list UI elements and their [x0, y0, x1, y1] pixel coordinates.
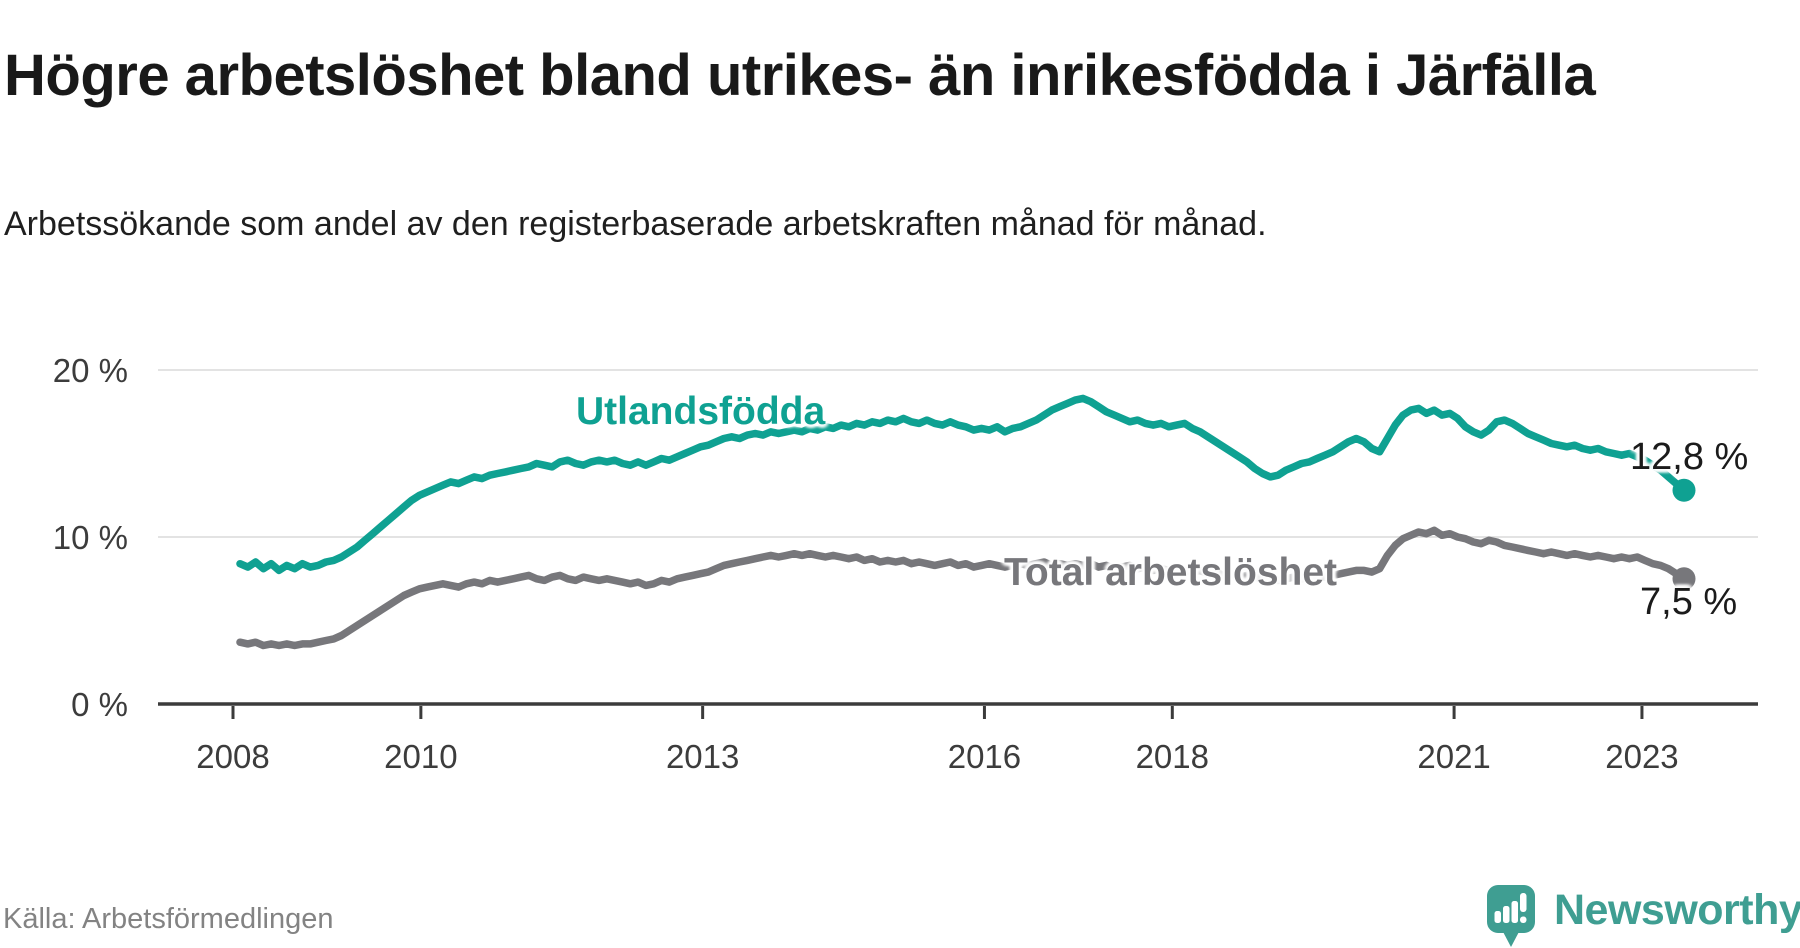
y-tick-label-20: 20 %: [53, 352, 128, 389]
series-line-total: [236, 526, 1688, 650]
y-tick-label-0: 0 %: [71, 686, 128, 723]
series-line-utlandsfodda: [236, 394, 1688, 575]
y-tick-label-10: 10 %: [53, 519, 128, 556]
end-value-label-total: 7,5 %: [1640, 581, 1738, 623]
series-label-total-arbetsloshet: Total arbetslöshet: [1004, 551, 1338, 594]
x-tick-label-2016: 2016: [948, 738, 1021, 775]
series-end-dot-utlandsfodda: [1672, 478, 1696, 502]
newsworthy-bubble-icon: [1487, 885, 1535, 947]
x-tick-label-2023: 2023: [1605, 738, 1678, 775]
x-tick-label-2008: 2008: [196, 738, 269, 775]
series-label-utlandsfodda: Utlandsfödda: [576, 390, 826, 433]
source-note: Källa: Arbetsförmedlingen: [3, 903, 334, 935]
x-tick-label-2021: 2021: [1417, 738, 1490, 775]
x-tick-label-2013: 2013: [666, 738, 739, 775]
page-title: Högre arbetslöshet bland utrikes- än inr…: [4, 42, 1596, 108]
newsworthy-wordmark: Newsworthy: [1554, 886, 1800, 934]
end-value-label-utlandsfodda: 12,8 %: [1630, 436, 1749, 478]
newsworthy-logo[interactable]: Newsworthy: [1486, 884, 1800, 948]
page-subtitle: Arbetssökande som andel av den registerb…: [4, 205, 1267, 243]
x-tick-label-2018: 2018: [1136, 738, 1209, 775]
series-end-dot-total: [1672, 567, 1696, 591]
x-tick-label-2010: 2010: [384, 738, 457, 775]
